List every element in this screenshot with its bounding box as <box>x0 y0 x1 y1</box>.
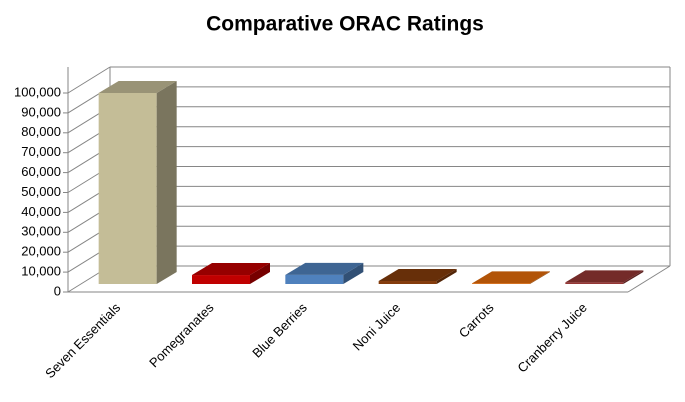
bar-side <box>530 271 550 284</box>
x-tick-label: Carrots <box>456 300 497 341</box>
x-tick-label: Pomegranates <box>146 300 217 371</box>
bar-top <box>285 262 364 275</box>
bar-top <box>98 80 177 93</box>
y-tick-label: 20,000 <box>21 244 61 259</box>
bar-side <box>343 262 364 284</box>
y-tick-label: 50,000 <box>21 184 61 199</box>
y-tick-label: 80,000 <box>21 124 61 139</box>
bar-front <box>98 92 157 285</box>
y-tick-label: 70,000 <box>21 144 61 159</box>
y-tick-label: 40,000 <box>21 204 61 219</box>
bar-front <box>192 275 250 284</box>
bar-side <box>623 270 644 284</box>
y-tick-label: 30,000 <box>21 224 61 239</box>
y-tick-label: 10,000 <box>21 264 61 279</box>
floor-edge <box>627 265 671 293</box>
bar-top <box>472 271 550 284</box>
bar-side <box>156 80 177 285</box>
chart-title: Comparative ORAC Ratings <box>206 13 484 36</box>
bar-front <box>565 282 624 284</box>
y-tick-label: 100,000 <box>14 84 61 99</box>
bar-front <box>472 283 530 284</box>
bar-top <box>192 263 270 276</box>
y-tick-label: 60,000 <box>21 164 61 179</box>
grid-line <box>67 66 111 94</box>
bar-top <box>378 269 457 282</box>
bar-side <box>250 263 270 284</box>
bar-side <box>436 269 457 284</box>
x-tick-label: Cranberry Juice <box>514 300 589 375</box>
x-tick-label: Blue Berries <box>249 300 310 361</box>
bar-front <box>378 281 437 284</box>
x-tick-label: Seven Essentials <box>42 300 123 381</box>
bar-top <box>565 270 644 283</box>
x-tick-label: Noni Juice <box>350 300 404 354</box>
y-tick-label: 0 <box>54 283 61 298</box>
y-tick-label: 90,000 <box>21 104 61 119</box>
bar-front <box>285 274 344 284</box>
